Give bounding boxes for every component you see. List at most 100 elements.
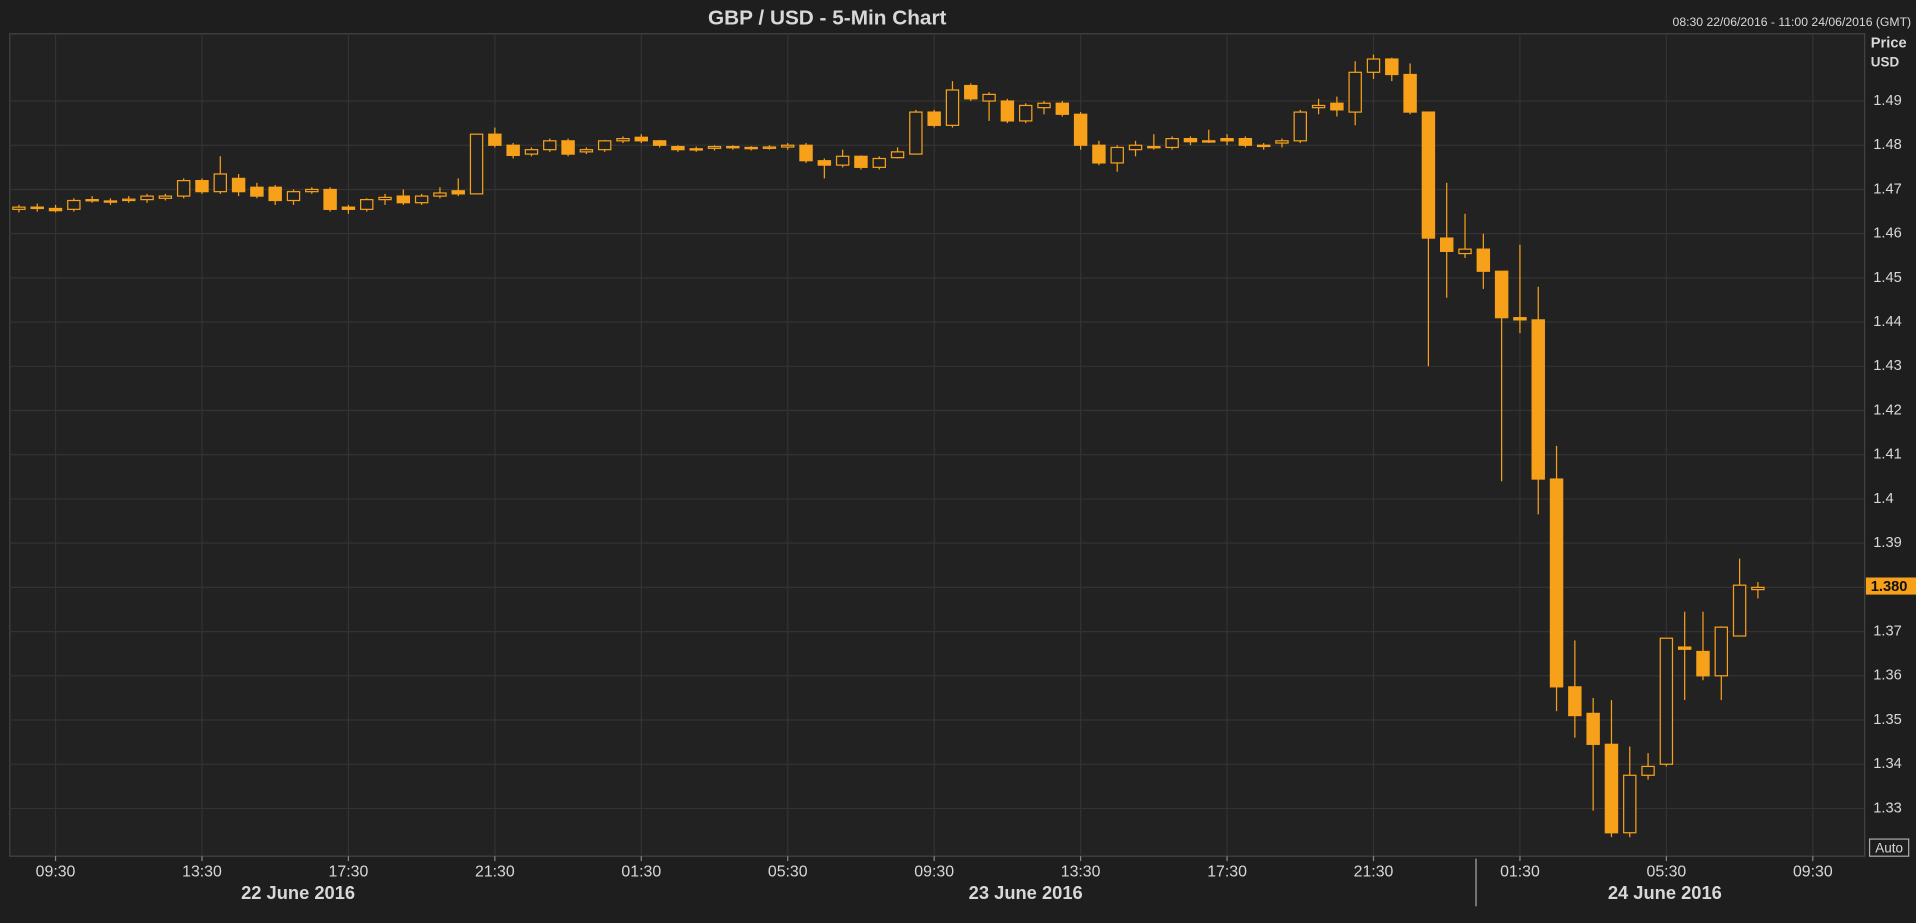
candle-body bbox=[1732, 584, 1747, 637]
candle-body bbox=[762, 146, 777, 149]
candle-body bbox=[103, 200, 118, 203]
candle-body bbox=[67, 199, 81, 210]
candle-body bbox=[1568, 686, 1582, 717]
y-tick-label: 1.47 bbox=[1873, 181, 1902, 197]
candle-body bbox=[1531, 319, 1545, 480]
candle-body bbox=[1275, 140, 1289, 144]
candle-body bbox=[689, 148, 703, 151]
candle-body bbox=[1714, 626, 1729, 677]
candle-body bbox=[652, 140, 667, 146]
candle-body bbox=[671, 145, 685, 151]
date-label: 24 June 2016 bbox=[1608, 882, 1722, 903]
candle-body bbox=[1385, 58, 1399, 76]
candle-body bbox=[250, 186, 264, 197]
candle-body bbox=[854, 155, 868, 168]
candle-body bbox=[48, 207, 63, 212]
y-axis-label: Price bbox=[1871, 35, 1907, 51]
chart-title: GBP / USD - 5-Min Chart bbox=[708, 7, 947, 30]
candle-body bbox=[231, 177, 246, 193]
x-tick-label: 09:30 bbox=[36, 863, 76, 880]
candle-body bbox=[469, 133, 484, 195]
x-tick-label: 13:30 bbox=[182, 863, 222, 880]
candle-body bbox=[378, 196, 392, 201]
candle-body bbox=[1092, 144, 1106, 164]
y-tick-label: 1.45 bbox=[1873, 270, 1902, 286]
y-tick-label: 1.4 bbox=[1873, 491, 1893, 507]
candle-body bbox=[909, 111, 923, 155]
candle-body bbox=[414, 195, 429, 204]
candle-body bbox=[396, 195, 411, 204]
candle-body bbox=[890, 151, 905, 159]
candle-body bbox=[927, 111, 941, 126]
candle-body bbox=[1659, 637, 1674, 765]
candle-body bbox=[1586, 712, 1600, 745]
candle-body bbox=[817, 160, 832, 166]
last-price-label: 1.380 bbox=[1871, 579, 1908, 595]
candle-body bbox=[433, 192, 447, 197]
candle-body bbox=[579, 149, 594, 153]
candle-body bbox=[122, 198, 136, 202]
y-tick-label: 1.37 bbox=[1873, 623, 1902, 639]
candle-body bbox=[1476, 248, 1491, 272]
candle-body bbox=[1421, 111, 1436, 239]
candle-body bbox=[1037, 102, 1051, 109]
candle-body bbox=[1366, 58, 1381, 73]
date-label: 23 June 2016 bbox=[969, 882, 1083, 903]
candle-body bbox=[268, 186, 282, 202]
candle-body bbox=[176, 179, 191, 197]
candle-body bbox=[1055, 102, 1070, 115]
y-tick-label: 1.46 bbox=[1873, 226, 1902, 242]
candle-body bbox=[1696, 650, 1710, 677]
date-label: 22 June 2016 bbox=[241, 882, 355, 903]
candle-body bbox=[506, 144, 520, 157]
candle-body bbox=[1751, 586, 1765, 591]
candle-body bbox=[195, 179, 209, 193]
scale-mode[interactable]: Auto bbox=[1875, 840, 1903, 855]
candle-body bbox=[634, 136, 649, 142]
candle-body bbox=[1202, 140, 1216, 143]
y-tick-label: 1.35 bbox=[1873, 712, 1902, 728]
x-tick-label: 09:30 bbox=[914, 863, 954, 880]
candle-body bbox=[1623, 774, 1637, 834]
last-price-box bbox=[1865, 577, 1916, 595]
x-tick-label: 13:30 bbox=[1061, 863, 1101, 880]
candle-body bbox=[726, 145, 740, 149]
candle-body bbox=[1147, 145, 1161, 149]
candle-body bbox=[1018, 104, 1033, 122]
y-axis-label: USD bbox=[1871, 55, 1900, 70]
x-tick-label: 05:30 bbox=[1647, 863, 1687, 880]
y-tick-label: 1.39 bbox=[1873, 535, 1902, 551]
candle-body bbox=[1165, 137, 1179, 149]
candle-body bbox=[1311, 104, 1326, 109]
candle-body bbox=[1348, 71, 1362, 113]
candle-body bbox=[12, 206, 26, 210]
candle-body bbox=[1330, 102, 1344, 111]
y-tick-label: 1.43 bbox=[1873, 358, 1902, 374]
candle-body bbox=[744, 146, 758, 150]
candle-body bbox=[1513, 317, 1527, 321]
y-tick-label: 1.41 bbox=[1873, 447, 1902, 463]
y-tick-label: 1.48 bbox=[1873, 137, 1902, 153]
candle-body bbox=[1403, 73, 1417, 113]
candle-body bbox=[1458, 248, 1472, 255]
candle-body bbox=[872, 157, 886, 168]
candle-body bbox=[1256, 144, 1271, 148]
candle-body bbox=[451, 190, 465, 195]
x-tick-label: 21:30 bbox=[475, 863, 515, 880]
candle-body bbox=[781, 144, 795, 148]
candle-body bbox=[561, 140, 575, 155]
candle-body bbox=[30, 206, 44, 210]
scale-mode-box[interactable] bbox=[1868, 838, 1910, 857]
candle-body bbox=[1183, 137, 1198, 143]
candle-body bbox=[524, 149, 539, 155]
candle-body bbox=[616, 137, 630, 142]
candle-body bbox=[1128, 144, 1143, 151]
chart-subtitle: 08:30 22/06/2016 - 11:00 24/06/2016 (GMT… bbox=[1673, 15, 1912, 29]
candle-body bbox=[1110, 146, 1124, 164]
candle-body bbox=[1677, 646, 1692, 650]
candle-body bbox=[286, 191, 301, 202]
candle-body bbox=[597, 140, 612, 151]
x-tick-label: 21:30 bbox=[1354, 863, 1394, 880]
candle-body bbox=[1641, 765, 1655, 776]
